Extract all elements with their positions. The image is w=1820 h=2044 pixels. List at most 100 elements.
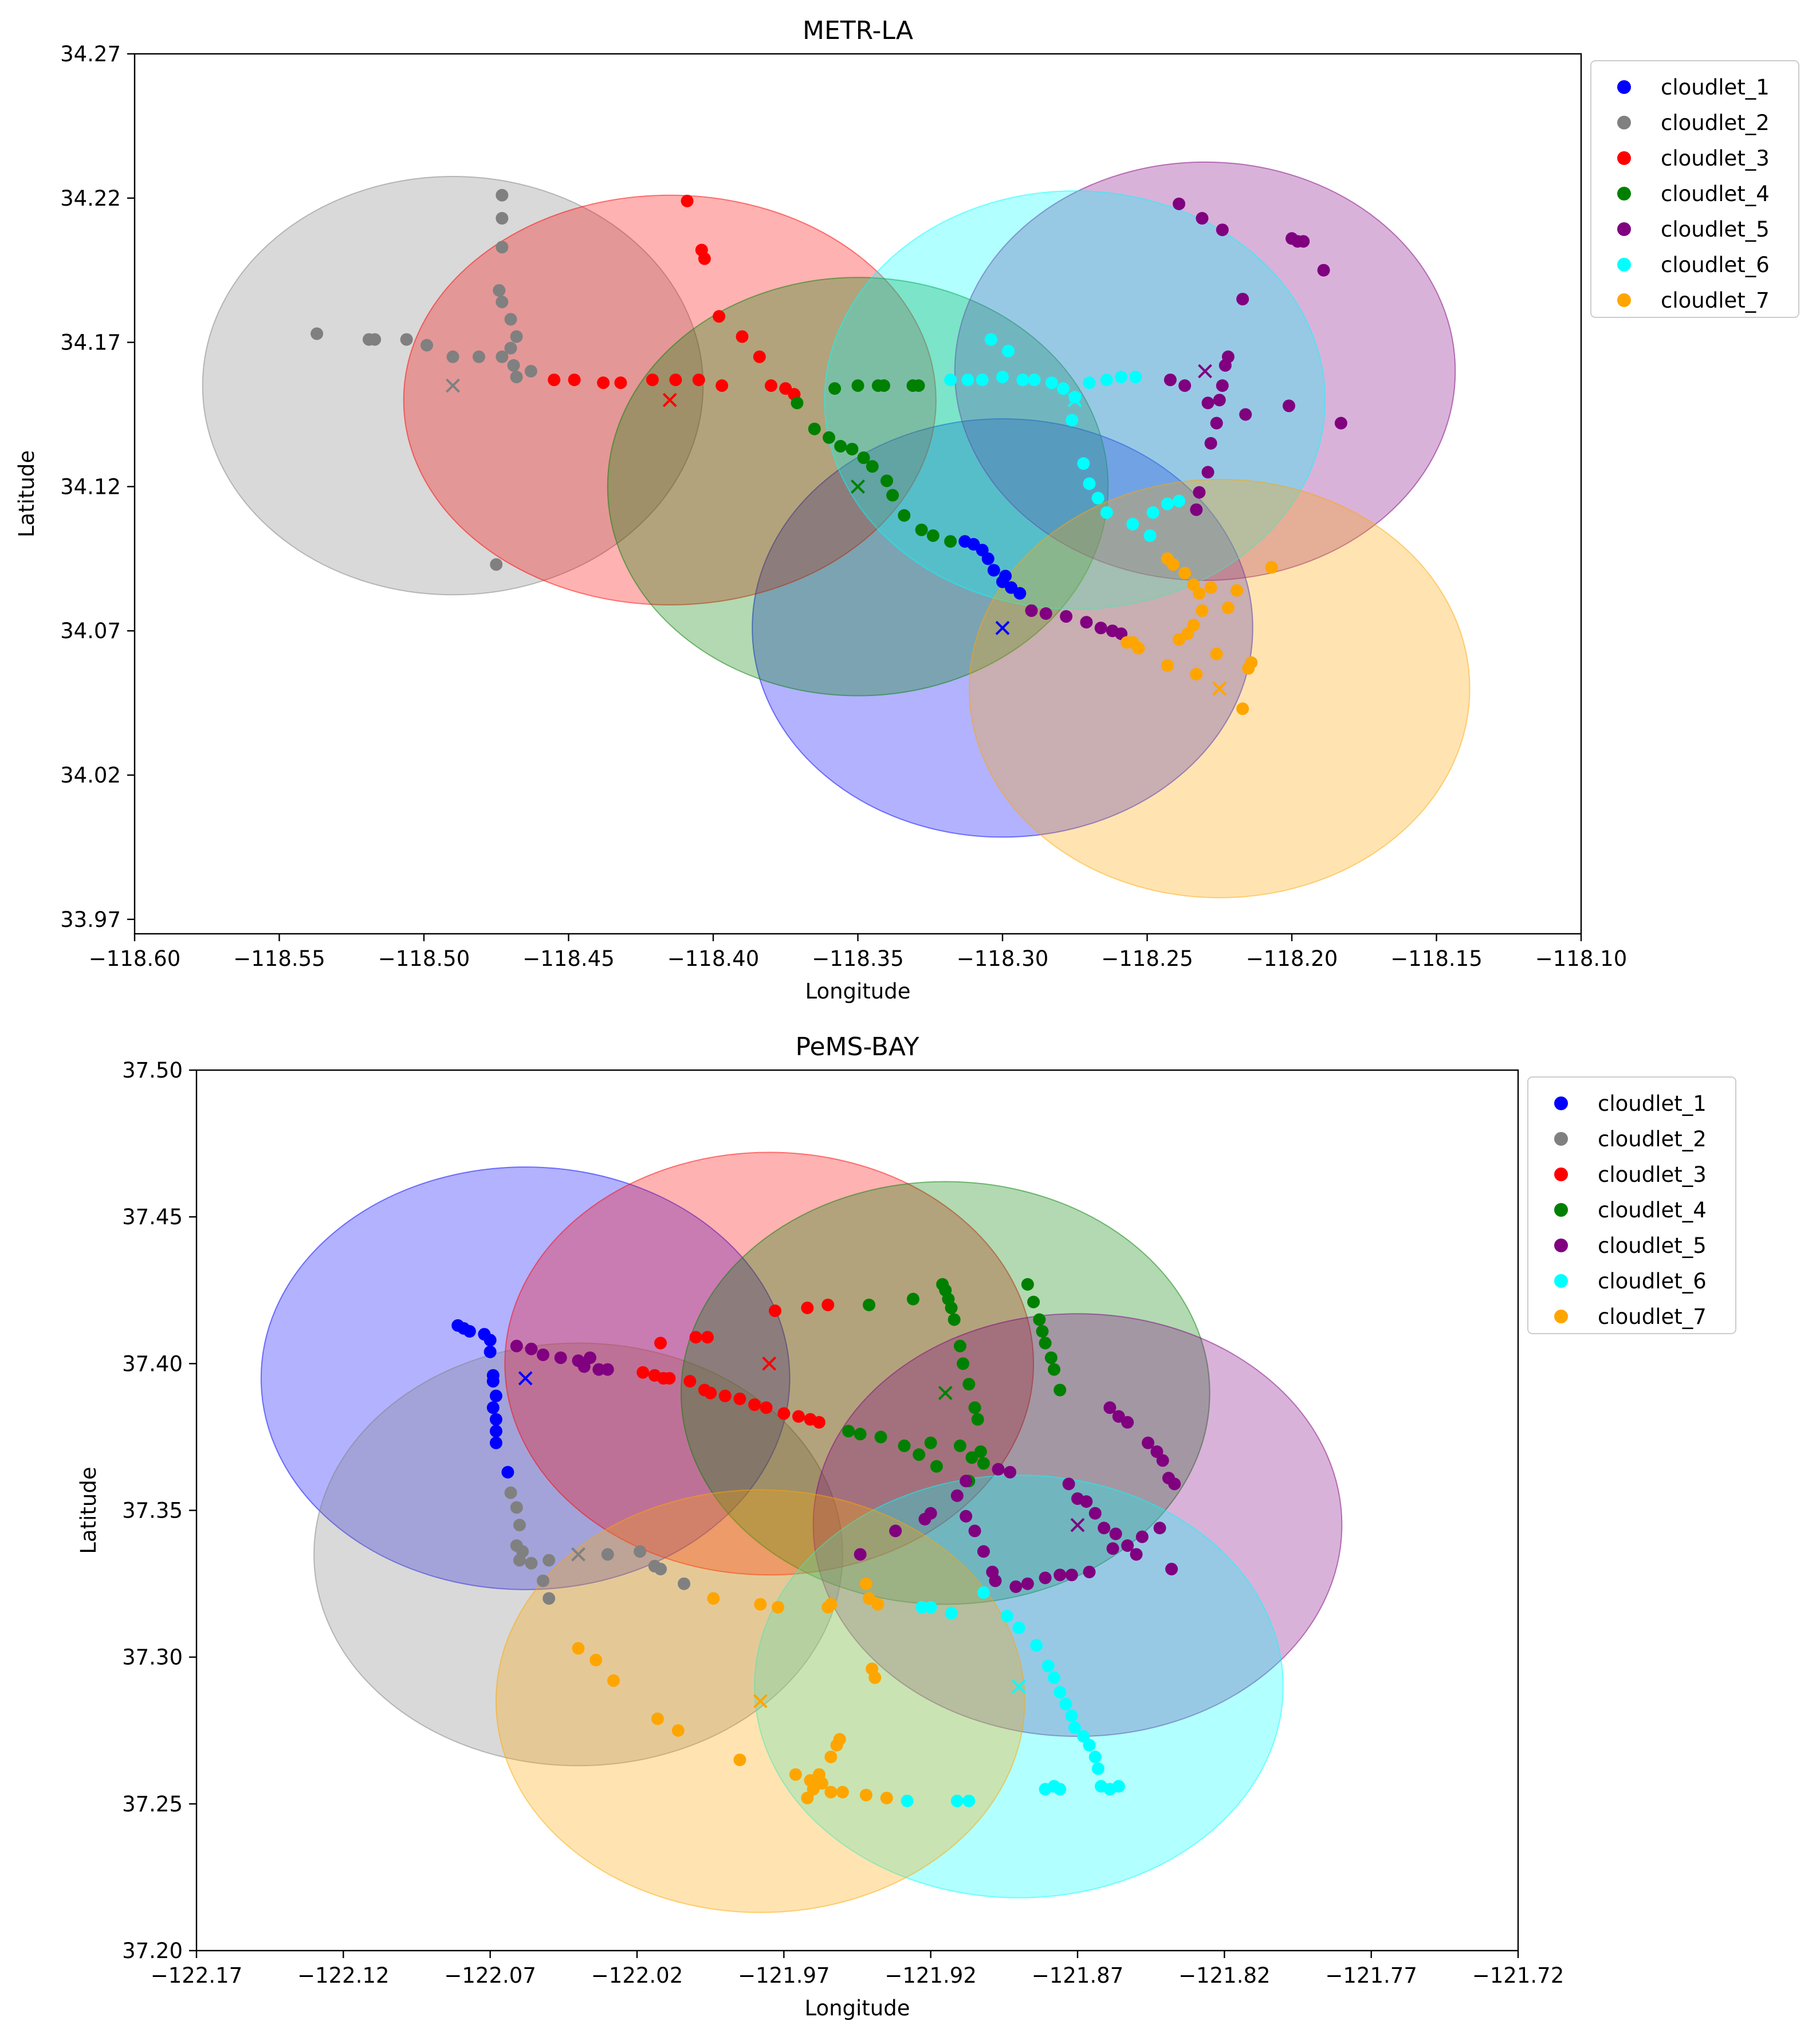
sensor-point-cloudlet_3 <box>698 252 711 265</box>
sensor-point-cloudlet_6 <box>1059 1697 1072 1711</box>
sensor-point-cloudlet_1 <box>486 1375 500 1388</box>
sensor-point-cloudlet_6 <box>1088 1750 1102 1763</box>
legend-marker <box>1554 1239 1568 1252</box>
sensor-point-cloudlet_7 <box>1231 584 1244 597</box>
sensor-point-cloudlet_5 <box>1080 616 1093 629</box>
sensor-point-cloudlet_7 <box>1236 702 1249 716</box>
x-axis-label: Longitude <box>805 979 910 1004</box>
y-tick-label: 34.27 <box>60 42 121 66</box>
sensor-point-cloudlet_1 <box>486 1401 500 1414</box>
sensor-point-cloudlet_3 <box>692 374 705 387</box>
center-marker-stroke <box>995 620 1010 635</box>
sensor-point-cloudlet_4 <box>874 1430 887 1444</box>
sensor-point-cloudlet_2 <box>678 1577 691 1590</box>
y-tick-label: 37.35 <box>122 1499 183 1523</box>
sensor-point-cloudlet_7 <box>1173 633 1186 646</box>
sensor-point-cloudlet_2 <box>400 333 413 346</box>
legend: cloudlet_1 cloudlet_2 cloudlet_3 cloudlet_4… <box>1590 60 1799 318</box>
legend-marker <box>1554 1310 1568 1323</box>
sensor-point-cloudlet_5 <box>1025 604 1038 617</box>
sensor-point-cloudlet_5 <box>1282 399 1295 412</box>
legend-entry-cloudlet_7: cloudlet_7 <box>1554 1304 1707 1329</box>
center-marker-cloudlet_1 <box>518 1371 533 1386</box>
sensor-point-cloudlet_5 <box>1004 1465 1017 1479</box>
legend: cloudlet_1 cloudlet_2 cloudlet_3 cloudlet_4… <box>1527 1076 1736 1334</box>
sensor-point-cloudlet_4 <box>846 442 859 455</box>
sensor-point-cloudlet_6 <box>1028 374 1041 387</box>
sensor-point-cloudlet_6 <box>1030 1639 1043 1652</box>
sensor-point-cloudlet_3 <box>636 1366 650 1379</box>
sensor-point-cloudlet_5 <box>977 1545 990 1558</box>
sensor-point-cloudlet_6 <box>1115 371 1128 384</box>
sensor-point-cloudlet_2 <box>524 364 537 378</box>
sensor-point-cloudlet_5 <box>1083 1566 1096 1579</box>
center-marker-cloudlet_7 <box>1212 681 1227 696</box>
legend-label: cloudlet_7 <box>1598 1304 1707 1329</box>
sensor-point-cloudlet_2 <box>368 333 382 346</box>
sensor-point-cloudlet_1 <box>501 1465 514 1479</box>
sensor-point-cloudlet_7 <box>671 1724 685 1737</box>
sensor-point-cloudlet_6 <box>1083 1739 1096 1752</box>
sensor-point-cloudlet_2 <box>490 558 503 571</box>
sensor-point-cloudlet_6 <box>1161 497 1174 510</box>
x-tick-label: −122.02 <box>591 1963 683 1988</box>
x-tick-label: −118.55 <box>233 946 325 971</box>
sensor-point-cloudlet_5 <box>601 1363 614 1376</box>
sensor-point-cloudlet_2 <box>446 350 459 363</box>
sensor-point-cloudlet_7 <box>824 1750 838 1763</box>
sensor-point-cloudlet_5 <box>1060 610 1073 623</box>
sensor-point-cloudlet_5 <box>918 1512 931 1526</box>
sensor-point-cloudlet_5 <box>1173 197 1186 210</box>
y-tick-label: 34.07 <box>60 619 121 643</box>
sensor-point-cloudlet_7 <box>707 1592 720 1605</box>
legend-marker <box>1617 293 1631 307</box>
sensor-point-cloudlet_5 <box>1178 379 1192 392</box>
legend-entry-cloudlet_2: cloudlet_2 <box>1617 111 1770 135</box>
sensor-point-cloudlet_4 <box>1027 1295 1040 1308</box>
sensor-point-cloudlet_6 <box>1012 1621 1025 1634</box>
x-tick-label: −122.17 <box>151 1963 242 1988</box>
legend-marker <box>1554 1132 1568 1146</box>
sensor-point-cloudlet_7 <box>572 1642 585 1655</box>
sensor-point-cloudlet_6 <box>1100 506 1113 519</box>
sensor-point-cloudlet_3 <box>765 379 777 392</box>
sensor-point-cloudlet_6 <box>924 1601 937 1614</box>
x-tick-label: −121.97 <box>738 1963 830 1988</box>
sensor-point-cloudlet_6 <box>1047 1671 1060 1684</box>
sensor-point-cloudlet_2 <box>493 284 506 297</box>
sensor-point-cloudlet_3 <box>689 1331 702 1344</box>
center-marker-cloudlet_6 <box>1012 1679 1026 1694</box>
legend-label: cloudlet_5 <box>1598 1233 1707 1258</box>
sensor-point-cloudlet_6 <box>1000 1609 1013 1622</box>
sensor-point-cloudlet_2 <box>496 188 509 202</box>
center-marker-cloudlet_4 <box>938 1386 953 1400</box>
sensor-point-cloudlet_5 <box>1201 466 1214 479</box>
sensor-point-cloudlet_7 <box>859 1789 872 1802</box>
legend-label: cloudlet_4 <box>1598 1198 1707 1223</box>
center-marker-stroke <box>1067 392 1082 407</box>
sensor-point-cloudlet_7 <box>1166 558 1180 571</box>
sensor-point-cloudlet_6 <box>1016 374 1029 387</box>
chart-title: METR-LA <box>803 16 913 45</box>
legend-entry-cloudlet_3: cloudlet_3 <box>1554 1162 1707 1187</box>
sensor-point-cloudlet_7 <box>868 1671 882 1684</box>
sensor-point-cloudlet_4 <box>828 382 842 395</box>
sensor-point-cloudlet_6 <box>945 1606 958 1620</box>
y-axis-label: Latitude <box>14 450 39 537</box>
sensor-point-cloudlet_6 <box>1066 414 1079 427</box>
sensor-point-cloudlet_4 <box>930 1460 943 1473</box>
sensor-point-cloudlet_6 <box>1068 1721 1081 1734</box>
sensor-point-cloudlet_5 <box>950 1489 964 1502</box>
center-marker-stroke <box>1012 1679 1026 1694</box>
sensor-point-cloudlet_6 <box>1091 1762 1104 1775</box>
sensor-point-cloudlet_3 <box>768 1304 781 1318</box>
legend-marker <box>1617 222 1631 236</box>
sensor-point-cloudlet_5 <box>1236 293 1249 306</box>
sensor-point-cloudlet_5 <box>1109 1527 1122 1540</box>
sensor-point-cloudlet_2 <box>543 1592 556 1605</box>
sensor-point-cloudlet_2 <box>536 1574 549 1587</box>
sensor-point-cloudlet_7 <box>1210 647 1223 661</box>
legend-marker <box>1554 1274 1568 1288</box>
sensor-point-cloudlet_5 <box>554 1351 567 1365</box>
legend-entry-cloudlet_4: cloudlet_4 <box>1554 1198 1707 1223</box>
